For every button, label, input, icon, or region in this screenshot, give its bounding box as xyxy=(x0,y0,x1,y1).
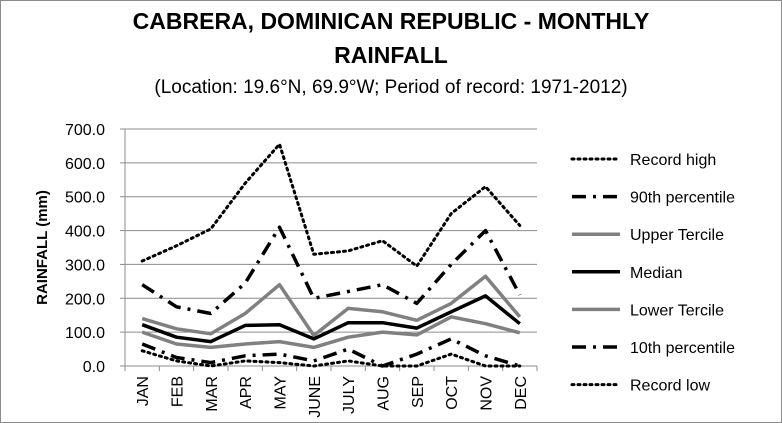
series-line-90th-percentile xyxy=(141,225,522,316)
x-tick-label: DEC xyxy=(513,376,530,410)
y-tick-label: 0.0 xyxy=(83,359,105,376)
x-tick-label: SEP xyxy=(410,376,427,408)
series-line-lower-tercile xyxy=(141,315,521,350)
x-tick-label: JULY xyxy=(341,376,358,414)
legend-label-90th-percentile: 90th percentile xyxy=(630,190,735,207)
legend: Record high 90th percentile Upper Tercile M… xyxy=(570,152,735,395)
series-line-median xyxy=(141,294,521,344)
series-layer xyxy=(140,142,522,368)
series-line-upper-tercile xyxy=(141,274,522,338)
legend-label-lower-tercile: Lower Tercile xyxy=(630,302,724,319)
y-tick-label: 200.0 xyxy=(65,291,105,308)
x-tick-label: JAN xyxy=(135,376,152,406)
series-line-record-low xyxy=(140,349,522,368)
y-tick-label: 500.0 xyxy=(65,190,105,207)
y-tick-label: 100.0 xyxy=(65,325,105,342)
legend-label-record-low: Record low xyxy=(630,378,710,395)
x-tick-label: MAY xyxy=(273,376,290,410)
axis-layer: 0.0 100.0 200.0 300.0 400.0 500.0 600.0 700.0 JA… xyxy=(65,122,538,418)
x-tick-label: MAR xyxy=(204,376,221,412)
x-tick-label: JUNE xyxy=(307,376,324,418)
chart-title-line-1: CABRERA, DOMINICAN REPUBLIC - MONTHLY xyxy=(132,8,650,34)
legend-label-10th-percentile: 10th percentile xyxy=(630,340,735,357)
x-tick-label: APR xyxy=(238,376,255,409)
legend-label-record-high: Record high xyxy=(630,152,716,169)
x-tick-label: NOV xyxy=(479,376,496,411)
x-tick-label: AUG xyxy=(376,376,393,411)
x-tick-label: FEB xyxy=(170,376,187,407)
y-tick-label: 600.0 xyxy=(65,156,105,173)
y-tick-label: 700.0 xyxy=(65,122,105,139)
legend-label-median: Median xyxy=(630,265,682,282)
y-axis-title: RAINFALL (mm) xyxy=(34,190,51,305)
series-line-10th-percentile xyxy=(141,337,521,368)
y-tick-label: 300.0 xyxy=(65,257,105,274)
chart-subtitle: (Location: 19.6°N, 69.9°W; Period of rec… xyxy=(154,77,628,98)
x-tick-label: OCT xyxy=(444,376,461,410)
y-tick-label: 400.0 xyxy=(65,224,105,241)
legend-label-upper-tercile: Upper Tercile xyxy=(630,227,724,244)
series-line-record-high xyxy=(140,142,522,268)
chart-title-line-2: RAINFALL xyxy=(334,42,448,68)
